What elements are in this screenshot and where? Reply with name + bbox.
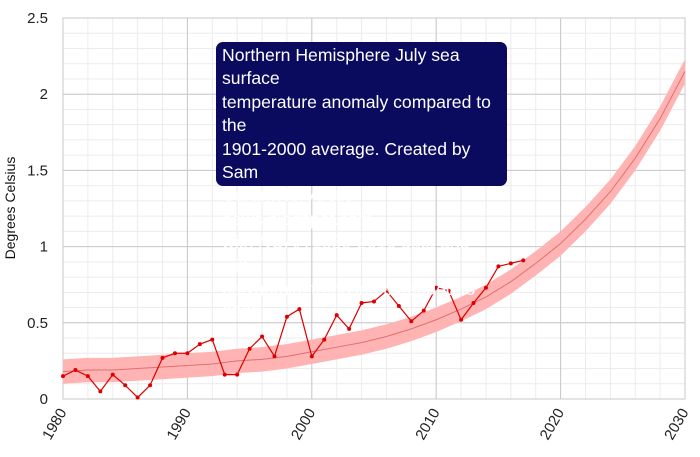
data-point xyxy=(160,355,165,360)
y-tick-label: 1.5 xyxy=(27,162,48,179)
data-point xyxy=(359,300,364,305)
data-point xyxy=(384,288,389,293)
x-tick-label: 2000 xyxy=(288,406,319,443)
data-point xyxy=(446,288,451,293)
trendline-band xyxy=(62,59,686,384)
chart-title-box: Northern Hemisphere July sea surface tem… xyxy=(216,42,507,322)
series-layer xyxy=(61,258,526,400)
data-point xyxy=(61,374,65,379)
data-point xyxy=(508,261,513,266)
data-point xyxy=(222,372,227,377)
data-point xyxy=(409,319,414,324)
y-axis-ticks: 0 0.5 1 1.5 2 2.5 xyxy=(27,10,48,408)
data-point xyxy=(483,285,488,290)
data-point xyxy=(434,285,439,290)
data-point xyxy=(73,368,78,373)
data-point xyxy=(322,337,327,342)
x-tick-label: 1980 xyxy=(39,406,70,443)
data-point xyxy=(284,314,289,319)
data-point xyxy=(347,326,352,331)
data-point xyxy=(235,372,240,377)
y-tick-label: 0.5 xyxy=(27,315,48,332)
data-point xyxy=(172,351,177,356)
data-point xyxy=(260,334,265,339)
data-point xyxy=(471,300,476,305)
data-point xyxy=(110,372,115,377)
y-axis-label: Degrees Celsius xyxy=(2,157,18,260)
x-tick-label: 2030 xyxy=(661,406,692,443)
data-point xyxy=(185,351,190,356)
x-tick-label: 2020 xyxy=(537,406,568,443)
trendline xyxy=(62,71,686,373)
data-point xyxy=(247,346,252,351)
major-grid xyxy=(62,17,686,400)
y-tick-label: 0 xyxy=(40,391,48,408)
data-point xyxy=(372,299,376,304)
y-tick-label: 1 xyxy=(40,239,48,256)
data-point xyxy=(98,389,103,394)
data-point xyxy=(521,258,526,263)
data-point xyxy=(396,304,401,309)
data-point xyxy=(334,313,339,318)
anomaly-series-line xyxy=(62,259,524,399)
plot-frame xyxy=(62,17,686,400)
data-point xyxy=(297,307,302,312)
data-point xyxy=(210,337,215,342)
data-point xyxy=(421,308,426,313)
x-axis-ticks: 1980 1990 2000 2010 2020 2030 xyxy=(39,406,692,443)
data-point xyxy=(272,354,277,359)
data-point xyxy=(85,374,90,379)
data-point xyxy=(197,342,202,347)
data-point xyxy=(135,395,140,400)
data-point xyxy=(309,354,314,359)
data-point xyxy=(496,264,501,269)
x-tick-label: 2010 xyxy=(412,406,443,443)
data-point xyxy=(123,383,128,388)
data-point xyxy=(148,383,153,388)
chart-title: Northern Hemisphere July sea surface tem… xyxy=(222,45,491,323)
y-tick-label: 2 xyxy=(40,86,48,103)
y-tick-label: 2.5 xyxy=(27,10,48,27)
data-point xyxy=(459,317,464,322)
x-tick-label: 1990 xyxy=(163,406,194,443)
